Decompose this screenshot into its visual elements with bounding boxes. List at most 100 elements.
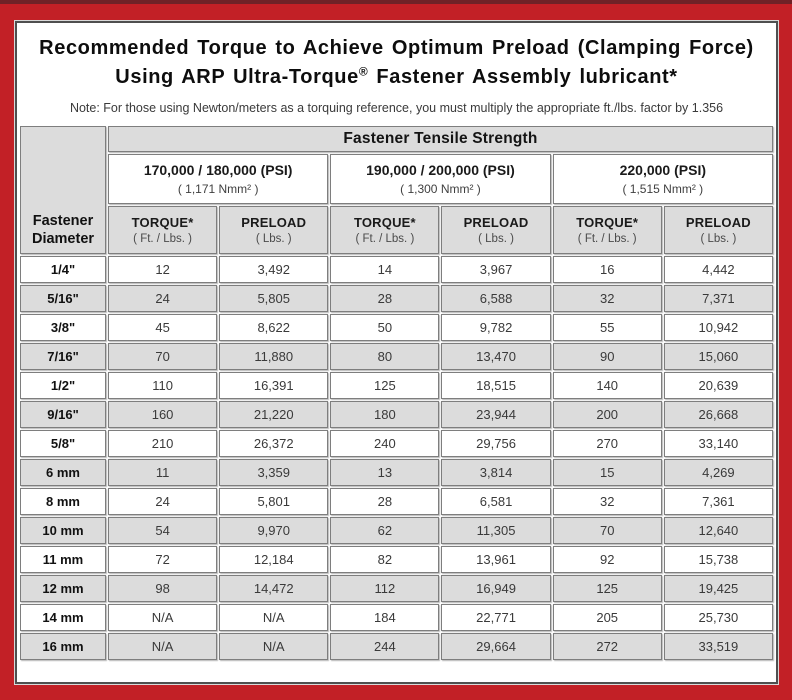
table-row: 8 mm 24 5,801 28 6,581 32 7,361 bbox=[20, 488, 773, 515]
value-cell: 244 bbox=[330, 633, 440, 660]
value-cell: 24 bbox=[108, 285, 218, 312]
value-cell: 9,970 bbox=[219, 517, 329, 544]
note-text: Note: For those using Newton/meters as a… bbox=[69, 101, 724, 115]
value-cell: N/A bbox=[108, 604, 218, 631]
value-cell: 21,220 bbox=[219, 401, 329, 428]
tensile-header-row: Fastener Diameter Fastener Tensile Stren… bbox=[20, 126, 773, 254]
value-cell: 26,372 bbox=[219, 430, 329, 457]
value-cell: 7,361 bbox=[663, 488, 773, 515]
table-row: 6 mm 11 3,359 13 3,814 15 4,269 bbox=[20, 459, 773, 486]
diameter-cell: 5/8" bbox=[20, 430, 106, 457]
value-cell: 8,622 bbox=[219, 314, 329, 341]
value-cell: 11,305 bbox=[441, 517, 551, 544]
diameter-cell: 1/2" bbox=[20, 372, 106, 399]
diameter-cell: 12 mm bbox=[20, 575, 106, 602]
diameter-cell: 7/16" bbox=[20, 343, 106, 370]
table-row: 1/4" 12 3,492 14 3,967 16 4,442 bbox=[20, 256, 773, 283]
value-cell: 55 bbox=[552, 314, 662, 341]
value-cell: 3,814 bbox=[441, 459, 551, 486]
value-cell: 180 bbox=[330, 401, 440, 428]
diameter-cell: 1/4" bbox=[20, 256, 106, 283]
value-cell: 140 bbox=[552, 372, 662, 399]
value-cell: 12,184 bbox=[219, 546, 329, 573]
value-cell: 33,140 bbox=[663, 430, 773, 457]
diameter-cell: 14 mm bbox=[20, 604, 106, 631]
document-page: Recommended Torque to Achieve Optimum Pr… bbox=[14, 20, 779, 685]
corner-header-cell: Fastener Diameter bbox=[20, 126, 106, 254]
preload-header: PRELOAD ( Lbs. ) bbox=[441, 206, 551, 254]
value-cell: 240 bbox=[330, 430, 440, 457]
value-cell: 12 bbox=[108, 256, 218, 283]
value-cell: 6,581 bbox=[441, 488, 551, 515]
value-cell: 270 bbox=[552, 430, 662, 457]
value-cell: 23,944 bbox=[441, 401, 551, 428]
value-cell: 22,771 bbox=[441, 604, 551, 631]
value-cell: 15,738 bbox=[663, 546, 773, 573]
diameter-cell: 9/16" bbox=[20, 401, 106, 428]
value-cell: 14,472 bbox=[219, 575, 329, 602]
value-cell: 7,371 bbox=[663, 285, 773, 312]
value-cell: 14 bbox=[330, 256, 440, 283]
table-row: 1/2" 110 16,391 125 18,515 140 20,639 bbox=[20, 372, 773, 399]
diameter-cell: 10 mm bbox=[20, 517, 106, 544]
table-row: 14 mm N/A N/A 184 22,771 205 25,730 bbox=[20, 604, 773, 631]
value-cell: 98 bbox=[108, 575, 218, 602]
preload-header: PRELOAD ( Lbs. ) bbox=[219, 206, 329, 254]
value-cell: 13 bbox=[330, 459, 440, 486]
value-cell: 15,060 bbox=[663, 343, 773, 370]
value-cell: 160 bbox=[108, 401, 218, 428]
registered-trademark-symbol: ® bbox=[358, 64, 369, 79]
value-cell: 13,470 bbox=[441, 343, 551, 370]
psi-group-header-3: 220,000 (PSI) ( 1,515 Nmm² ) bbox=[552, 154, 773, 204]
value-cell: 184 bbox=[330, 604, 440, 631]
value-cell: 3,492 bbox=[219, 256, 329, 283]
value-cell: 50 bbox=[330, 314, 440, 341]
value-cell: N/A bbox=[219, 633, 329, 660]
value-cell: 82 bbox=[330, 546, 440, 573]
value-cell: 80 bbox=[330, 343, 440, 370]
diameter-cell: 5/16" bbox=[20, 285, 106, 312]
table-row: 12 mm 98 14,472 112 16,949 125 19,425 bbox=[20, 575, 773, 602]
value-cell: 62 bbox=[330, 517, 440, 544]
psi-group-header-1: 170,000 / 180,000 (PSI) ( 1,171 Nmm² ) bbox=[108, 154, 329, 204]
value-cell: 45 bbox=[108, 314, 218, 341]
value-cell: 5,805 bbox=[219, 285, 329, 312]
value-cell: 200 bbox=[552, 401, 662, 428]
diameter-cell: 16 mm bbox=[20, 633, 106, 660]
value-cell: 4,442 bbox=[663, 256, 773, 283]
value-cell: 13,961 bbox=[441, 546, 551, 573]
value-cell: 205 bbox=[552, 604, 662, 631]
table-row: 11 mm 72 12,184 82 13,961 92 15,738 bbox=[20, 546, 773, 573]
units-header-row: TORQUE* ( Ft. / Lbs. ) PRELOAD ( Lbs. ) … bbox=[20, 206, 773, 254]
nmm-label: ( 1,300 Nmm² ) bbox=[400, 182, 481, 196]
value-cell: 26,668 bbox=[663, 401, 773, 428]
psi-label: 220,000 (PSI) bbox=[619, 162, 706, 178]
value-cell: N/A bbox=[108, 633, 218, 660]
value-cell: 272 bbox=[552, 633, 662, 660]
value-cell: 125 bbox=[552, 575, 662, 602]
value-cell: 19,425 bbox=[663, 575, 773, 602]
value-cell: 16 bbox=[552, 256, 662, 283]
table-row: 10 mm 54 9,970 62 11,305 70 12,640 bbox=[20, 517, 773, 544]
value-cell: 25,730 bbox=[663, 604, 773, 631]
value-cell: 28 bbox=[330, 488, 440, 515]
value-cell: 112 bbox=[330, 575, 440, 602]
diameter-cell: 11 mm bbox=[20, 546, 106, 573]
value-cell: 11 bbox=[108, 459, 218, 486]
value-cell: 125 bbox=[330, 372, 440, 399]
table-row: 5/16" 24 5,805 28 6,588 32 7,371 bbox=[20, 285, 773, 312]
value-cell: 92 bbox=[552, 546, 662, 573]
value-cell: 70 bbox=[108, 343, 218, 370]
value-cell: 16,949 bbox=[441, 575, 551, 602]
value-cell: 72 bbox=[108, 546, 218, 573]
table-row: 5/8" 210 26,372 240 29,756 270 33,140 bbox=[20, 430, 773, 457]
value-cell: 70 bbox=[552, 517, 662, 544]
value-cell: 3,359 bbox=[219, 459, 329, 486]
value-cell: 5,801 bbox=[219, 488, 329, 515]
value-cell: 54 bbox=[108, 517, 218, 544]
table-row: 9/16" 160 21,220 180 23,944 200 26,668 bbox=[20, 401, 773, 428]
torque-header: TORQUE* ( Ft. / Lbs. ) bbox=[330, 206, 440, 254]
torque-header: TORQUE* ( Ft. / Lbs. ) bbox=[552, 206, 662, 254]
value-cell: 12,640 bbox=[663, 517, 773, 544]
torque-table: Fastener Diameter Fastener Tensile Stren… bbox=[18, 124, 775, 662]
